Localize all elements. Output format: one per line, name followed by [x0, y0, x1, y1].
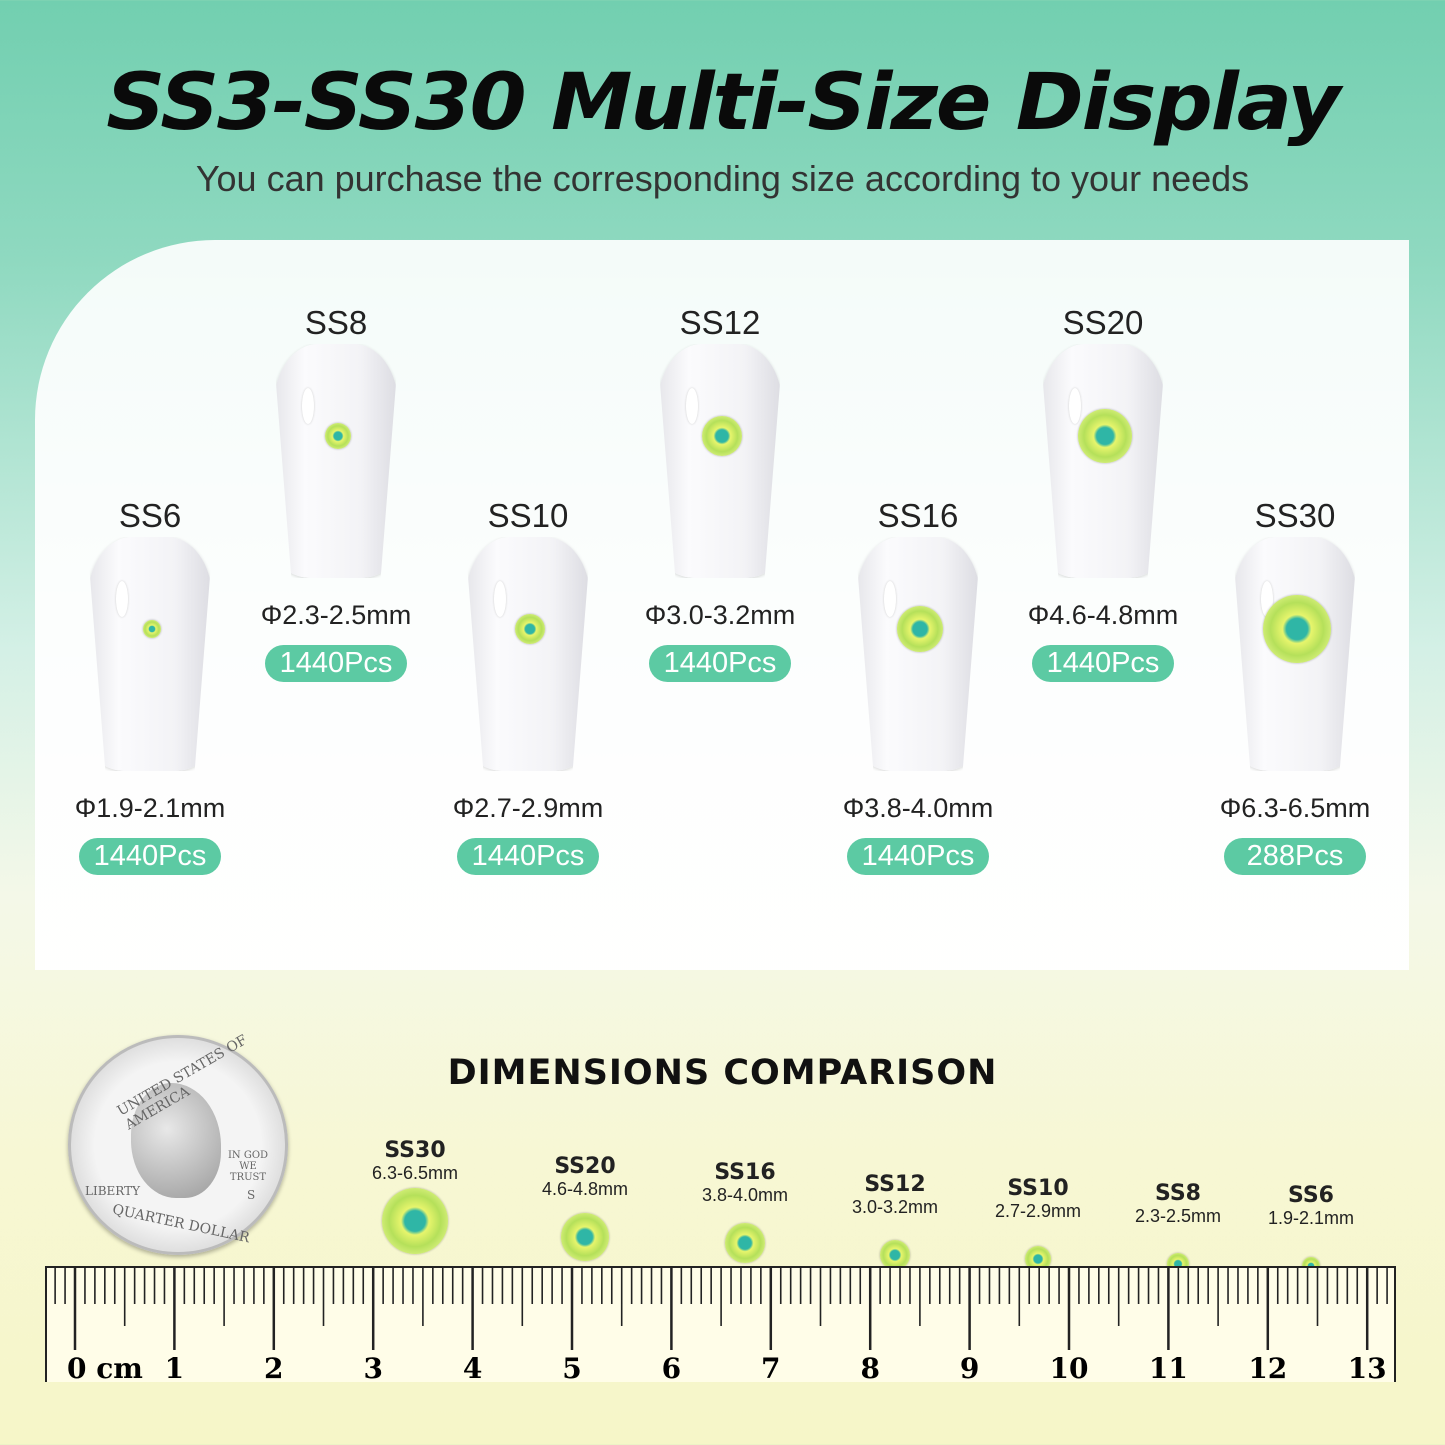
size-label: SS6	[118, 497, 182, 534]
gem-mm: 4.6-4.8mm	[541, 1179, 629, 1199]
nail-tip-image	[274, 344, 398, 578]
diameter-label: Φ2.3-2.5mm	[260, 600, 412, 630]
size-label: SS16	[877, 497, 959, 534]
rhinestone-icon	[702, 416, 742, 456]
coin-text: QUARTER DOLLAR	[110, 1201, 251, 1247]
gem-size: SS10	[1007, 1176, 1069, 1201]
gem-mm: 2.7-2.9mm	[994, 1201, 1082, 1221]
diameter-label: Φ4.6-4.8mm	[1027, 600, 1179, 630]
gem-mm: 3.0-3.2mm	[851, 1197, 939, 1217]
rhinestone-icon	[143, 620, 161, 638]
comparison-gem: SS30 6.3-6.5mm	[335, 1138, 495, 1254]
nail-shine	[686, 388, 698, 424]
nail-shine	[884, 581, 896, 617]
diameter-label: Φ3.0-3.2mm	[644, 600, 796, 630]
rhinestone-icon	[325, 423, 351, 449]
comparison-gem: SS12 3.0-3.2mm	[815, 1172, 975, 1270]
nail-shine	[302, 388, 314, 424]
size-label: SS30	[1254, 497, 1336, 534]
diameter-label: Φ3.8-4.0mm	[842, 793, 994, 823]
diameter-label: Φ1.9-2.1mm	[74, 793, 226, 823]
subtitle: You can purchase the corresponding size …	[195, 158, 1250, 199]
ruler-label: 8	[860, 1352, 879, 1384]
rhinestone-icon	[515, 614, 545, 644]
size-label: SS8	[304, 304, 368, 341]
coin-portrait	[131, 1083, 221, 1198]
comparison-gem: SS16 3.8-4.0mm	[665, 1160, 825, 1263]
gem-size: SS12	[864, 1172, 926, 1197]
gem-size: SS16	[714, 1160, 776, 1185]
quarter-coin-image: UNITED STATES OF AMERICA LIBERTY IN GOD …	[68, 1032, 288, 1255]
rhinestone-icon	[1263, 595, 1331, 663]
comparison-gem: SS10 2.7-2.9mm	[958, 1176, 1118, 1272]
ruler-label: 2	[264, 1352, 283, 1384]
nail-item: SS8 Φ2.3-2.5mm 1440Pcs	[236, 304, 436, 682]
nail-item: SS12 Φ3.0-3.2mm 1440Pcs	[620, 304, 820, 682]
ruler-label: 6	[662, 1352, 681, 1384]
ruler-label: 11	[1149, 1352, 1188, 1384]
ruler-label: 13	[1348, 1352, 1387, 1384]
quantity-badge: 1440Pcs	[265, 645, 407, 682]
nail-shine	[116, 581, 128, 617]
quantity-badge: 288Pcs	[1224, 838, 1366, 875]
size-label: SS12	[679, 304, 761, 341]
size-label: SS10	[487, 497, 569, 534]
nail-tip-image	[856, 537, 980, 771]
coin-text: IN GOD WE TRUST	[227, 1150, 269, 1183]
coin-text: LIBERTY	[85, 1184, 141, 1198]
quantity-badge: 1440Pcs	[649, 645, 791, 682]
size-label: SS20	[1062, 304, 1144, 341]
rhinestone-icon	[561, 1213, 609, 1261]
ruler-label: 5	[562, 1352, 581, 1384]
dimensions-title: DIMENSIONS COMPARISON	[447, 1053, 998, 1093]
rhinestone-icon	[897, 606, 943, 652]
comparison-gem: SS20 4.6-4.8mm	[505, 1154, 665, 1261]
rhinestone-icon	[382, 1188, 448, 1254]
ruler-label: 7	[761, 1352, 780, 1384]
nail-item: SS20 Φ4.6-4.8mm 1440Pcs	[1003, 304, 1203, 682]
nail-tip-image	[1233, 537, 1357, 771]
quantity-badge: 1440Pcs	[79, 838, 221, 875]
ruler-label: 10	[1050, 1352, 1089, 1384]
page-title: SS3-SS30 Multi-Size Display	[106, 58, 1340, 148]
nail-shine	[1069, 388, 1081, 424]
nail-tip-image	[658, 344, 782, 578]
gem-mm: 2.3-2.5mm	[1134, 1206, 1222, 1226]
nail-item: SS30 Φ6.3-6.5mm 288Pcs	[1195, 497, 1395, 875]
quantity-badge: 1440Pcs	[1032, 645, 1174, 682]
quantity-badge: 1440Pcs	[847, 838, 989, 875]
rhinestone-icon	[880, 1240, 910, 1270]
nail-item: SS10 Φ2.7-2.9mm 1440Pcs	[428, 497, 628, 875]
rhinestone-icon	[725, 1223, 765, 1263]
ruler-label: 3	[363, 1352, 382, 1384]
quantity-badge: 1440Pcs	[457, 838, 599, 875]
gem-mm: 3.8-4.0mm	[701, 1185, 789, 1205]
nail-item: SS6 Φ1.9-2.1mm 1440Pcs	[50, 497, 250, 875]
gem-size: SS30	[384, 1138, 446, 1163]
coin-text: S	[247, 1188, 256, 1202]
gem-size: SS8	[1154, 1181, 1201, 1206]
ruler-label: 12	[1248, 1352, 1287, 1384]
gem-mm: 6.3-6.5mm	[371, 1163, 459, 1183]
rhinestone-icon	[1078, 409, 1132, 463]
nail-item: SS16 Φ3.8-4.0mm 1440Pcs	[818, 497, 1018, 875]
gem-mm: 1.9-2.1mm	[1267, 1208, 1355, 1228]
nail-shine	[494, 581, 506, 617]
ruler-label: 4	[463, 1352, 482, 1384]
ruler-label: 1	[165, 1352, 184, 1384]
gem-size: SS6	[1287, 1183, 1334, 1208]
diameter-label: Φ6.3-6.5mm	[1219, 793, 1371, 823]
nail-tip-image	[466, 537, 590, 771]
diameter-label: Φ2.7-2.9mm	[452, 793, 604, 823]
ruler-label: 0 cm	[67, 1352, 143, 1384]
comparison-gem: SS6 1.9-2.1mm	[1231, 1183, 1391, 1275]
ruler-label: 9	[960, 1352, 979, 1384]
nail-tip-image	[1041, 344, 1165, 578]
nail-tip-image	[88, 537, 212, 771]
ruler: 0 cm 1 2 3 4 5 6 7 8 9 10 11 12 13	[45, 1266, 1396, 1384]
gem-size: SS20	[554, 1154, 616, 1179]
